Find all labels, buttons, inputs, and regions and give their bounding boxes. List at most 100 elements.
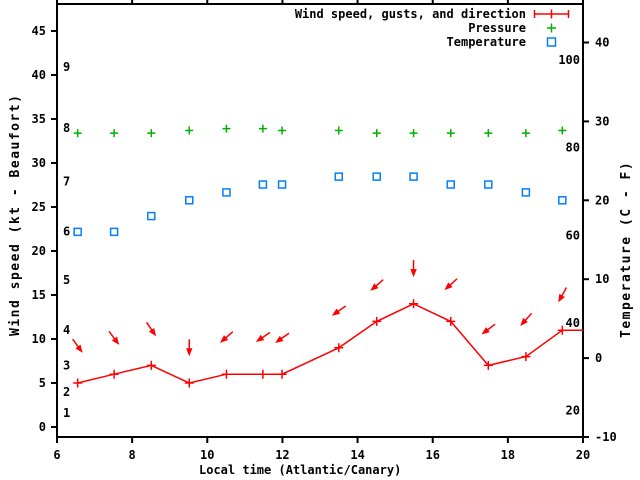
wind-direction-arrow xyxy=(370,283,379,291)
temperature-point xyxy=(222,188,231,197)
temperature-point xyxy=(109,227,119,237)
wind-tick-label: 20 xyxy=(32,244,46,258)
temperature-point xyxy=(409,172,418,181)
wind-direction-arrow xyxy=(520,317,528,326)
legend-label-temperature: Temperature xyxy=(446,35,526,49)
wind-point xyxy=(446,316,456,326)
wind-direction-arrow xyxy=(331,308,341,316)
fahrenheit-label: 20 xyxy=(566,404,580,418)
temperature-point xyxy=(372,172,381,181)
wind-point xyxy=(146,360,156,370)
celsius-tick-label: 0 xyxy=(595,351,602,365)
beaufort-label: 6 xyxy=(63,225,70,239)
celsius-tick-label: 10 xyxy=(595,272,609,286)
x-tick-label: 12 xyxy=(275,448,289,462)
wind-series xyxy=(73,299,583,388)
wind-point xyxy=(184,378,194,388)
pressure-point xyxy=(334,126,343,135)
pressure-point xyxy=(521,129,530,138)
beaufort-label: 3 xyxy=(63,358,70,372)
beaufort-label: 9 xyxy=(63,60,70,74)
temperature-point xyxy=(484,180,493,189)
wind-tick-label: 40 xyxy=(32,68,46,82)
temperature-point xyxy=(185,196,194,205)
wind-direction-arrow xyxy=(148,327,157,337)
wind-direction-arrow xyxy=(481,327,490,335)
celsius-tick-label: 40 xyxy=(595,36,609,50)
pressure-point xyxy=(222,124,231,133)
temperature-point xyxy=(258,180,268,189)
x-tick-label: 18 xyxy=(501,448,515,462)
wind-direction-arrow xyxy=(275,335,284,343)
beaufort-label: 5 xyxy=(63,273,70,287)
temperature-point xyxy=(521,188,531,197)
pressure-plus-icon xyxy=(547,23,556,33)
x-tick-label: 16 xyxy=(425,448,439,462)
x-tick-label: 14 xyxy=(350,448,364,462)
x-tick-label: 20 xyxy=(576,448,590,462)
wind-point xyxy=(221,369,231,379)
wind-point xyxy=(409,299,419,309)
beaufort-label: 1 xyxy=(63,406,70,420)
pressure-point xyxy=(258,124,267,133)
beaufort-label: 7 xyxy=(63,174,70,188)
wind-direction-arrow xyxy=(410,269,417,278)
wind-speed-line xyxy=(77,302,583,384)
wind-point xyxy=(372,316,382,326)
temperature-point xyxy=(277,180,287,189)
pressure-point xyxy=(73,129,82,138)
wind-tick-label: 35 xyxy=(32,112,46,126)
temperature-point xyxy=(334,172,344,181)
fahrenheit-label: 100 xyxy=(558,53,580,67)
pressure-point xyxy=(372,129,381,138)
wind-point xyxy=(521,352,531,362)
y-axis-label-wind: Wind speed (kt - Beaufort) xyxy=(8,93,23,337)
temperature-point xyxy=(446,180,455,189)
wind-errorbar-icon xyxy=(533,9,570,19)
wind-point xyxy=(258,369,268,379)
pressure-series xyxy=(73,124,567,138)
legend: Wind speed, gusts, and direction Pressur… xyxy=(295,7,570,49)
x-axis-label-local-time: Local time (Atlantic/Canary) xyxy=(199,463,402,477)
wind-tick-label: 15 xyxy=(32,288,46,302)
x-tick-label: 10 xyxy=(200,448,214,462)
wind-tick-label: 25 xyxy=(32,200,46,214)
wind-direction-arrow xyxy=(558,293,565,303)
wind-point xyxy=(109,369,119,379)
temperature-point xyxy=(558,196,567,205)
wind-point xyxy=(483,360,493,370)
legend-item-pressure: Pressure xyxy=(295,21,570,35)
beaufort-label: 2 xyxy=(63,385,70,399)
wind-direction-arrow xyxy=(220,335,229,343)
temperature-point xyxy=(73,227,82,237)
beaufort-label: 8 xyxy=(63,121,70,135)
wind-direction-arrow xyxy=(444,282,453,291)
pressure-point xyxy=(278,126,287,135)
celsius-tick-label: -10 xyxy=(595,430,617,444)
wind-tick-label: 0 xyxy=(39,420,46,434)
wind-direction-arrow xyxy=(255,334,265,342)
wind-direction-arrow xyxy=(111,336,120,345)
temperature-series xyxy=(73,172,567,237)
wind-direction-arrow xyxy=(75,344,83,353)
plot-border xyxy=(56,3,584,438)
x-axis: 6 8 10 12 14 16 18 20 xyxy=(53,0,590,462)
pressure-point xyxy=(110,129,119,138)
legend-item-wind: Wind speed, gusts, and direction xyxy=(295,7,570,21)
y-axis-right: -10 0 10 20 30 40 20 40 60 80 100 xyxy=(558,36,616,445)
temperature-point xyxy=(147,211,156,221)
fahrenheit-label: 80 xyxy=(566,141,580,155)
wind-tick-label: 45 xyxy=(32,24,46,38)
pressure-point xyxy=(446,129,455,138)
wind-direction-arrows xyxy=(72,260,568,357)
wind-direction-arrow xyxy=(186,348,193,357)
wind-point xyxy=(73,378,83,388)
x-tick-label: 6 xyxy=(53,448,60,462)
pressure-point xyxy=(147,129,156,138)
pressure-point xyxy=(484,129,493,138)
wind-point xyxy=(557,325,567,335)
wind-tick-label: 30 xyxy=(32,156,46,170)
